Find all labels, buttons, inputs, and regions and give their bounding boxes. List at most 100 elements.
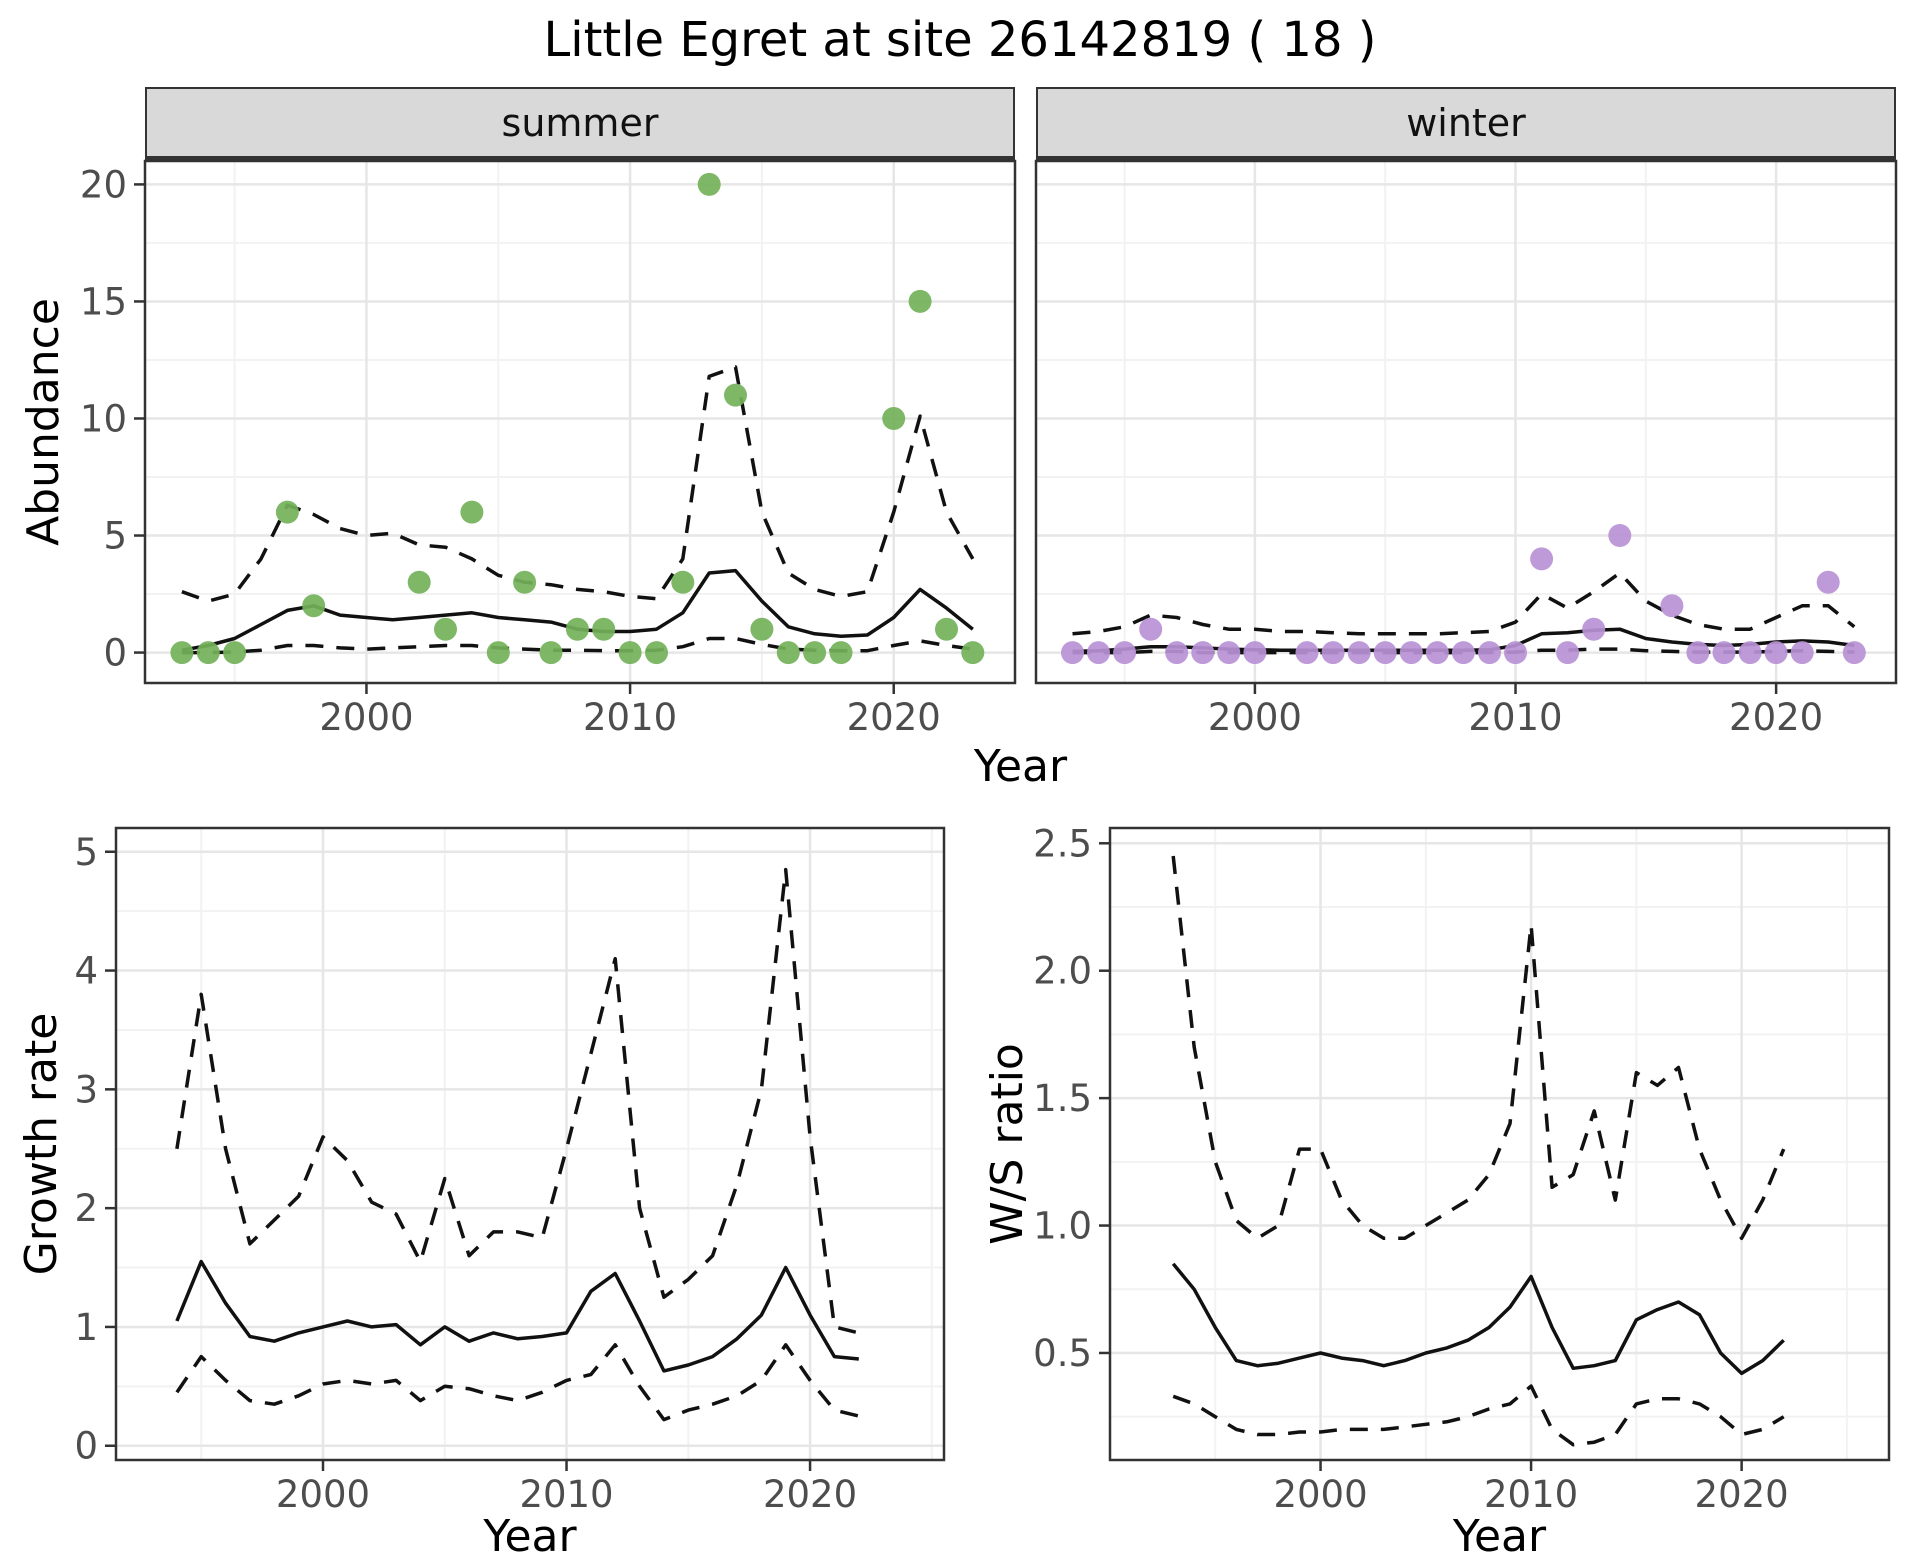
- abundance-summer-x-tick-label: 2020: [847, 696, 941, 739]
- x-axis-title-ws: Year: [1452, 1511, 1547, 1562]
- abundance-winter-point: [1530, 547, 1554, 571]
- ws-ratio-y-tick-label: 1.0: [1033, 1205, 1092, 1248]
- abundance-winter-point: [1582, 617, 1606, 641]
- abundance-winter-point: [1790, 641, 1814, 665]
- growth-rate-x-tick-label: 2000: [276, 1473, 370, 1516]
- y-axis-title-ws: W/S ratio: [982, 1043, 1033, 1245]
- abundance-summer-y-tick-label: 5: [103, 515, 127, 558]
- abundance-winter-point: [1556, 641, 1580, 665]
- facet-strip-summer: summer: [145, 87, 1015, 161]
- abundance-summer-point: [170, 641, 194, 665]
- abundance-summer-y-tick-label: 20: [80, 163, 127, 206]
- panel-growth-rate: 2000 2010 2020 0 1 2 3 4 5: [74, 826, 946, 1516]
- y-axis-title-growth: Growth rate: [16, 1012, 67, 1276]
- facet-strip-winter: winter: [1036, 87, 1896, 161]
- ws-ratio-y-tick-label: 2.0: [1033, 950, 1092, 993]
- abundance-winter-points: [1061, 524, 1866, 665]
- abundance-winter-point: [1764, 641, 1788, 665]
- abundance-summer-point: [645, 641, 668, 665]
- ws-ratio-y-tick-label: 2.5: [1033, 822, 1092, 865]
- growth-rate-fit-line: [175, 1259, 859, 1373]
- abundance-summer-point: [803, 641, 827, 665]
- abundance-winter-point: [1113, 641, 1137, 665]
- growth-rate-upper_ci-line: [175, 867, 860, 1335]
- panel-abundance-summer: 2000 2010 2020 0 5 10 15 20: [80, 159, 1017, 739]
- abundance-summer-point: [671, 570, 695, 594]
- abundance-winter-point: [1217, 641, 1241, 665]
- abundance-winter-x-tick-label: 2000: [1208, 696, 1302, 739]
- facet-label-winter: winter: [1406, 100, 1526, 145]
- abundance-summer-point: [882, 407, 906, 430]
- growth-rate-y-tick-label: 4: [74, 950, 98, 993]
- abundance-summer-point: [724, 383, 747, 407]
- abundance-winter-point: [1087, 641, 1110, 665]
- x-axis-title-top: Year: [973, 741, 1068, 792]
- growth-rate-y-tick-label: 0: [74, 1425, 98, 1468]
- abundance-summer-point: [697, 172, 721, 196]
- ws-ratio-upper_ci-line: [1171, 855, 1786, 1241]
- abundance-winter-point: [1165, 641, 1189, 665]
- ws-ratio-y-tick-label: 0.5: [1033, 1332, 1092, 1375]
- abundance-summer-point: [961, 641, 985, 665]
- abundance-summer-point: [618, 641, 642, 665]
- figure-title: Little Egret at site 26142819 ( 18 ): [543, 12, 1377, 68]
- abundance-summer-x-tick-label: 2010: [583, 696, 677, 739]
- abundance-winter-point: [1321, 641, 1345, 665]
- growth-rate-x-tick-label: 2010: [519, 1473, 613, 1516]
- ws-ratio-x-tick-label: 2000: [1273, 1473, 1367, 1516]
- x-axis-title-growth: Year: [483, 1511, 577, 1562]
- abundance-summer-point: [460, 500, 484, 524]
- abundance-winter-point: [1139, 617, 1163, 641]
- abundance-winter-point: [1686, 641, 1710, 665]
- abundance-winter-point: [1504, 641, 1527, 665]
- abundance-summer-point: [407, 570, 431, 594]
- abundance-summer-points: [170, 172, 985, 665]
- abundance-winter-point: [1191, 641, 1215, 665]
- ws-ratio-lower_ci-line: [1172, 1384, 1785, 1447]
- growth-rate-y-tick-label: 2: [74, 1187, 98, 1230]
- abundance-winter-point: [1295, 641, 1319, 665]
- abundance-summer-upper_ci-line: [181, 365, 975, 603]
- abundance-summer-point: [486, 641, 510, 665]
- growth-rate-y-tick-label: 5: [74, 831, 98, 874]
- abundance-winter-point: [1608, 524, 1632, 547]
- abundance-winter-point: [1399, 641, 1423, 665]
- abundance-summer-point: [513, 570, 537, 594]
- abundance-summer-y-tick-label: 15: [80, 280, 127, 323]
- abundance-summer-point: [750, 617, 774, 641]
- abundance-summer-y-tick-label: 10: [80, 397, 127, 440]
- abundance-summer-point: [434, 617, 457, 641]
- abundance-winter-point: [1425, 641, 1449, 665]
- abundance-summer-point: [935, 617, 958, 641]
- growth-rate-y-tick-label: 1: [74, 1306, 98, 1349]
- ws-ratio-x-tick-label: 2010: [1484, 1473, 1578, 1516]
- ws-ratio-y-tick-label: 1.5: [1033, 1077, 1092, 1120]
- abundance-winter-point: [1478, 641, 1501, 665]
- abundance-summer-point: [302, 594, 326, 618]
- ws-ratio-x-tick-label: 2020: [1695, 1473, 1789, 1516]
- abundance-summer-point: [829, 641, 853, 665]
- abundance-summer-point: [592, 617, 616, 641]
- panel-abundance-winter: 2000 2010 2020: [1034, 159, 1898, 739]
- abundance-winter-point: [1660, 594, 1684, 618]
- abundance-winter-point: [1373, 641, 1397, 665]
- ws-ratio-fit-line: [1171, 1262, 1785, 1376]
- y-axis-title-abundance: Abundance: [18, 298, 69, 546]
- growth-rate-y-tick-label: 3: [74, 1068, 98, 1111]
- abundance-winter-x-tick-label: 2010: [1468, 696, 1562, 739]
- abundance-summer-point: [275, 500, 299, 524]
- abundance-summer-point: [908, 289, 932, 313]
- abundance-winter-point: [1347, 641, 1371, 665]
- abundance-summer-y-tick-label: 0: [103, 632, 127, 675]
- facet-label-summer: summer: [501, 100, 659, 145]
- abundance-winter-point: [1842, 641, 1866, 665]
- abundance-winter-point: [1451, 641, 1475, 665]
- growth-rate-x-tick-label: 2020: [763, 1473, 857, 1516]
- abundance-winter-x-tick-label: 2020: [1729, 696, 1823, 739]
- abundance-winter-point: [1816, 570, 1840, 594]
- abundance-winter-point: [1712, 641, 1736, 665]
- abundance-winter-point: [1061, 641, 1084, 665]
- abundance-winter-upper_ci-line: [1072, 571, 1856, 636]
